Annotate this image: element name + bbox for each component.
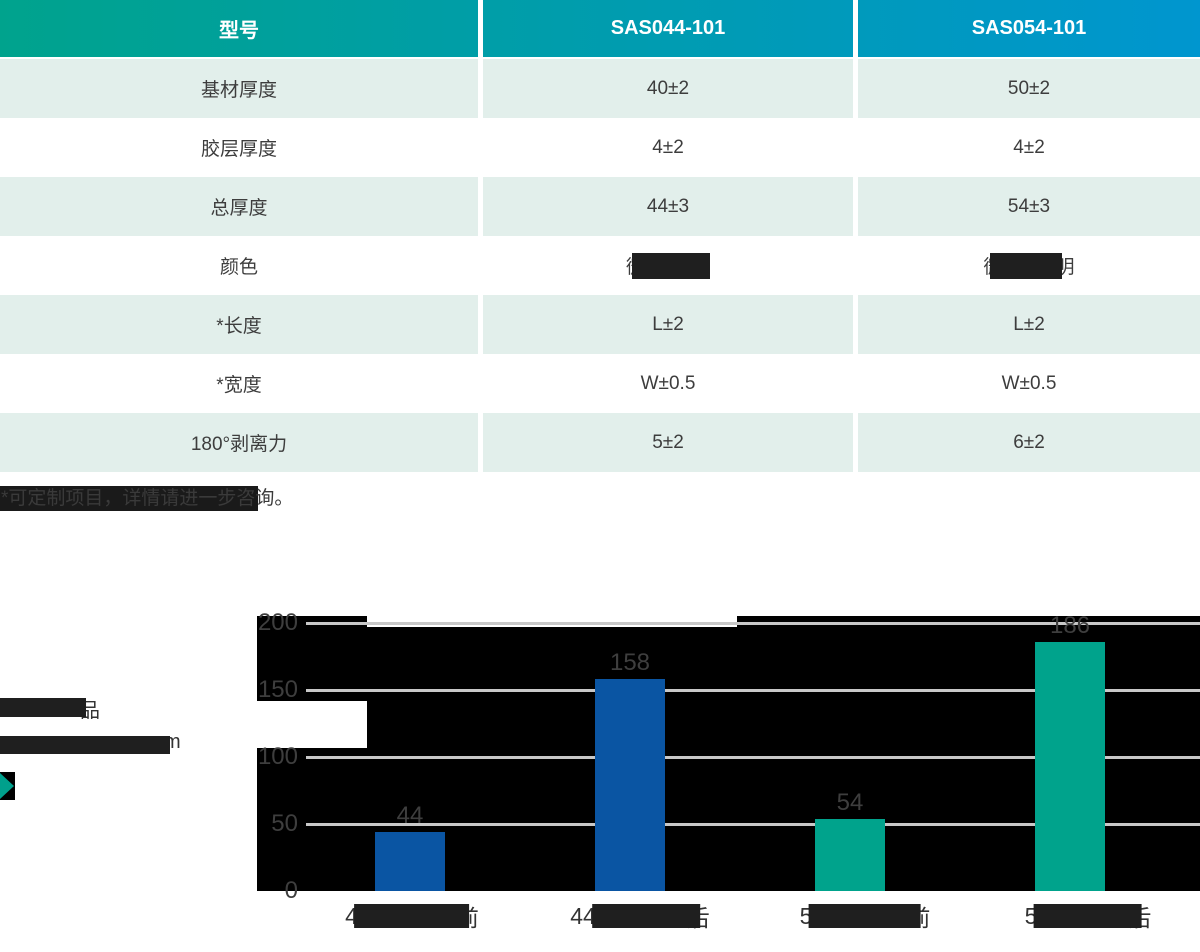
chart-background-block: [257, 616, 367, 701]
cell-value: 6±2: [858, 413, 1200, 472]
redacted-text-line: [0, 698, 86, 717]
column-separator: [853, 236, 858, 295]
header-cell-sas054: SAS054-101: [971, 17, 1087, 39]
footnote-text: *可定制项目，详情请进一步咨询。: [1, 488, 294, 509]
column-separator: [478, 118, 483, 177]
table-row-adhesive-thickness: 胶层厚度 4±2 4±2: [0, 118, 1200, 177]
row-label: 总厚度: [0, 177, 478, 236]
y-axis-tick-label: 100: [257, 743, 298, 770]
column-separator: [478, 0, 483, 57]
column-separator: [478, 295, 483, 354]
chart-gridline: [306, 822, 1200, 826]
cell-value: L±2: [858, 295, 1200, 354]
redaction-box: [808, 904, 921, 928]
column-separator: [853, 0, 858, 57]
row-label: 胶层厚度: [200, 139, 277, 160]
chart-gridline: [306, 621, 1200, 625]
row-label: *宽度: [216, 375, 262, 396]
column-separator: [853, 177, 858, 236]
column-separator: [478, 354, 483, 413]
x-axis-category-label: 44后: [570, 902, 710, 932]
table-row-total-thickness: 总厚度 44±3 54±3: [0, 177, 1200, 236]
footnote: *可定制项目，详情请进一步咨询。: [0, 486, 294, 511]
x-axis-category-label: 5前: [800, 903, 931, 932]
column-separator: [853, 354, 858, 413]
x-axis-category-label: 4前: [345, 903, 479, 932]
cell-value: 4±2: [652, 136, 684, 158]
table-row-color: 颜色 微 微 明: [0, 236, 1200, 295]
redaction-box: [632, 252, 710, 279]
bar-value-label: 44: [396, 802, 424, 829]
table-row-length: *长度 L±2 L±2: [0, 295, 1200, 354]
visible-char: 44: [570, 902, 596, 929]
y-axis-tick-label: 50: [271, 810, 298, 837]
redaction-box: [989, 252, 1062, 279]
x-axis-category-label: 5后: [1025, 903, 1152, 932]
redaction-box: [1033, 904, 1142, 928]
y-axis-tick-label: 200: [257, 609, 298, 636]
cell-value: 44±3: [483, 177, 853, 236]
redaction-box: [591, 904, 700, 928]
chart-background-block: [257, 748, 367, 891]
cell-value: W±0.5: [640, 372, 696, 394]
spec-table-header: 型号 SAS044-101 SAS054-101: [0, 0, 1200, 57]
chart-bar: [1035, 642, 1105, 891]
cell-value-redacted: 微: [483, 236, 853, 295]
table-row-peel-strength: 180°剥离力 5±2 6±2: [0, 413, 1200, 472]
column-separator: [478, 413, 483, 472]
chart-gridline: [306, 688, 1200, 692]
redacted-text-line: [0, 736, 170, 754]
chart-bar: [375, 832, 445, 891]
redaction-box: [353, 904, 469, 928]
column-separator: [853, 295, 858, 354]
bar-value-label: 54: [836, 789, 864, 816]
footnote-highlight-box: *可定制项目，详情请进一步咨询。: [0, 486, 294, 511]
chart-bar: [595, 679, 665, 891]
row-label: 180°剥离力: [0, 413, 478, 472]
chart-gridline: [306, 755, 1200, 759]
y-axis-tick-label: 0: [284, 877, 298, 904]
column-separator: [853, 413, 858, 472]
column-separator: [478, 177, 483, 236]
bar-value-label: 186: [1049, 612, 1091, 639]
cell-value: L±2: [483, 295, 853, 354]
row-label: *长度: [0, 295, 478, 354]
column-separator: [853, 59, 858, 118]
column-separator: [478, 236, 483, 295]
header-cell-model: 型号: [219, 20, 259, 42]
column-separator: [853, 118, 858, 177]
cell-value: 40±2: [483, 59, 853, 118]
y-axis-tick-label: 150: [257, 676, 298, 703]
bar-value-label: 158: [609, 649, 651, 676]
cell-value-redacted: 微 明: [858, 236, 1200, 295]
spec-table: 型号 SAS044-101 SAS054-101 基材厚度 40±2 50±2 …: [0, 0, 1200, 472]
chart-bar: [815, 819, 885, 891]
header-cell-sas044: SAS044-101: [610, 17, 726, 39]
cell-value: 50±2: [858, 59, 1200, 118]
cell-value: 54±3: [858, 177, 1200, 236]
column-separator: [478, 59, 483, 118]
play-triangle-icon: [0, 773, 14, 799]
row-label: 颜色: [219, 257, 258, 278]
table-row-width: *宽度 W±0.5 W±0.5: [0, 354, 1200, 413]
row-label: 基材厚度: [0, 59, 478, 118]
bar-chart: 0 50 100 150 200 44 158 54 186 4前 44后 5前 5后: [0, 600, 1200, 952]
cell-value: 4±2: [1013, 136, 1045, 158]
cell-value: W±0.5: [1001, 372, 1057, 394]
table-row-substrate-thickness: 基材厚度 40±2 50±2: [0, 59, 1200, 118]
cell-value: 5±2: [483, 413, 853, 472]
